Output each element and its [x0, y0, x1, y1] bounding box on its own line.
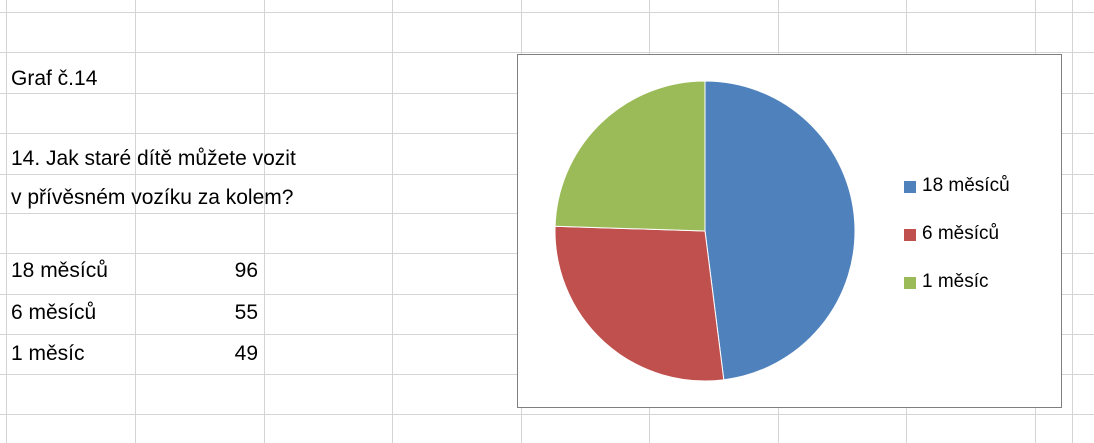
grid-row-line	[0, 52, 1094, 53]
grid-column-line	[135, 0, 136, 443]
pie-slice[interactable]	[704, 80, 856, 381]
pie-plot-area	[554, 80, 856, 382]
pie-chart[interactable]: 18 měsíců 6 měsíců 1 měsíc	[517, 54, 1062, 408]
grid-row-line	[0, 12, 1094, 13]
pie-slice[interactable]	[554, 225, 725, 382]
grid-row-line	[0, 414, 1094, 415]
legend-label: 18 měsíců	[922, 175, 1010, 196]
legend-swatch	[904, 277, 916, 289]
grid-column-line	[1072, 0, 1073, 443]
row-value: 49	[234, 342, 258, 365]
row-value: 55	[234, 301, 258, 324]
legend-label: 6 měsíců	[922, 223, 1000, 244]
row-value: 96	[234, 259, 258, 282]
legend-label: 1 měsíc	[922, 271, 989, 292]
question-line-1: 14. Jak staré dítě můžete vozit	[11, 147, 296, 170]
question-line-2: v přívěsném vozíku za kolem?	[11, 186, 294, 209]
grid-column-line	[392, 0, 393, 443]
pie-slice[interactable]	[554, 80, 706, 232]
grid-column-line	[264, 0, 265, 443]
row-label: 18 měsíců	[11, 259, 108, 282]
grid-column-line	[6, 0, 7, 443]
legend-swatch	[904, 229, 916, 241]
row-label: 1 měsíc	[11, 342, 85, 365]
legend-swatch	[904, 181, 916, 193]
sheet-title: Graf č.14	[11, 67, 98, 90]
row-label: 6 měsíců	[11, 301, 97, 324]
